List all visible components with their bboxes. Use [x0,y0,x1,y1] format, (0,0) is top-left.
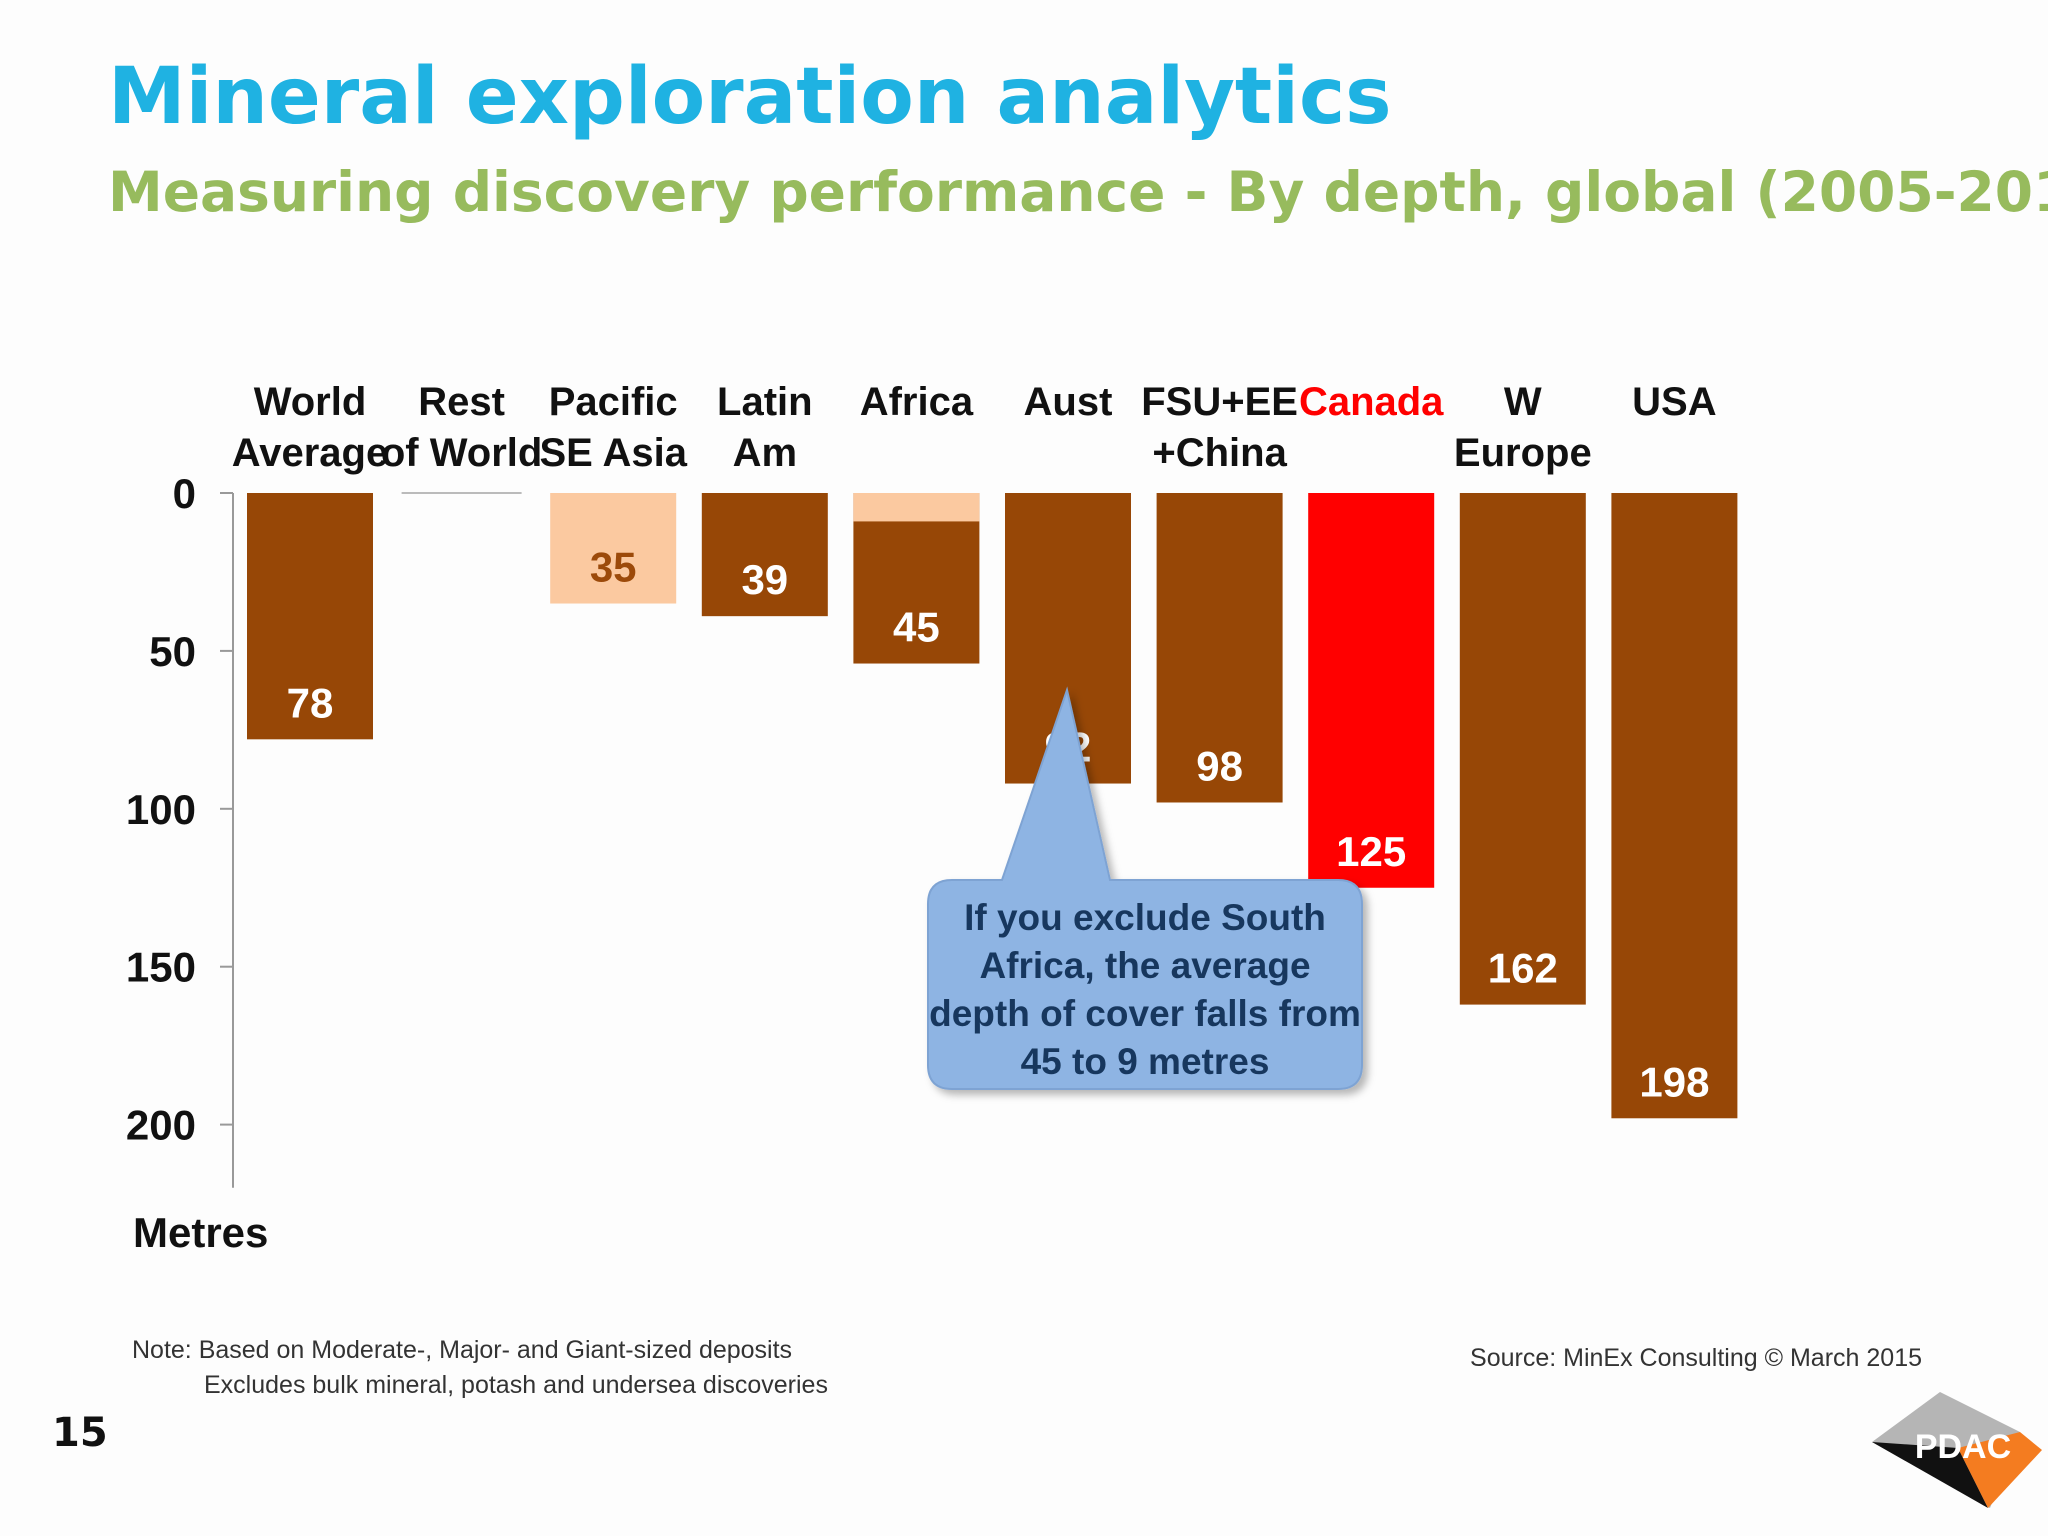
callout-line: 45 to 9 metres [1021,1041,1270,1082]
data-label: 78 [287,679,334,726]
y-tick-label: 150 [126,944,196,991]
callout-line: Africa, the average [979,945,1310,986]
category-label: Am [733,431,797,475]
footnote-line-1: Note: Based on Moderate-, Major- and Gia… [132,1336,793,1364]
bar [1308,493,1435,888]
callout: If you exclude South Africa, the average d… [927,686,1363,1090]
category-label: Africa [860,380,974,424]
bar [1156,493,1283,803]
category-label: SE Asia [539,431,687,475]
y-axis-title: Metres [133,1209,268,1256]
bar [1611,493,1738,1119]
category-label: Pacific [549,380,678,424]
data-label: 98 [1196,742,1243,789]
page-subtitle: Measuring discovery performance - By dep… [108,160,2048,224]
pdac-logo: PDAC [1872,1392,2042,1508]
bar [1459,493,1586,1005]
callout-line: If you exclude South [964,897,1326,938]
category-label: USA [1632,380,1716,424]
category-label: Europe [1454,431,1592,475]
depth-bar-chart: 0 50 100 150 200 Metres World Average 78 Rest of … [126,380,1738,1256]
svg-text:PDAC: PDAC [1915,1428,2011,1466]
category-label: Aust [1024,380,1113,424]
data-label: 45 [893,604,940,651]
category-label: +China [1152,431,1287,475]
page-number: 15 [52,1410,108,1456]
data-label: 198 [1639,1058,1709,1105]
callout-line: depth of cover falls from [929,993,1361,1034]
source-credit: Source: MinEx Consulting © March 2015 [1470,1344,1922,1372]
category-label: Latin [717,380,813,424]
category-label: of World [381,431,542,475]
footnote-line-2: Excludes bulk mineral, potash and unders… [204,1371,828,1399]
data-label: 39 [741,556,788,603]
y-tick-label: 50 [149,628,196,675]
category-label: Rest [418,380,505,424]
bar [247,493,373,740]
y-tick-label: 100 [126,786,196,833]
category-label: World [254,380,367,424]
bar [701,493,828,617]
category-label: Average [232,431,388,475]
y-tick-label: 200 [126,1102,196,1149]
bar-segment [853,493,980,522]
bar [550,493,677,604]
y-tick-label: 0 [173,470,196,517]
category-label: FSU+EE [1141,380,1298,424]
footnote: Note: Based on Moderate-, Major- and Gia… [132,1333,828,1403]
data-label: 125 [1336,828,1406,875]
page-title: Mineral exploration analytics [108,52,1392,142]
callout-bubble [927,686,1363,1090]
category-label: Canada [1299,380,1444,424]
data-label: 162 [1488,945,1558,992]
category-label: W [1504,380,1542,424]
data-label: 35 [590,544,637,591]
